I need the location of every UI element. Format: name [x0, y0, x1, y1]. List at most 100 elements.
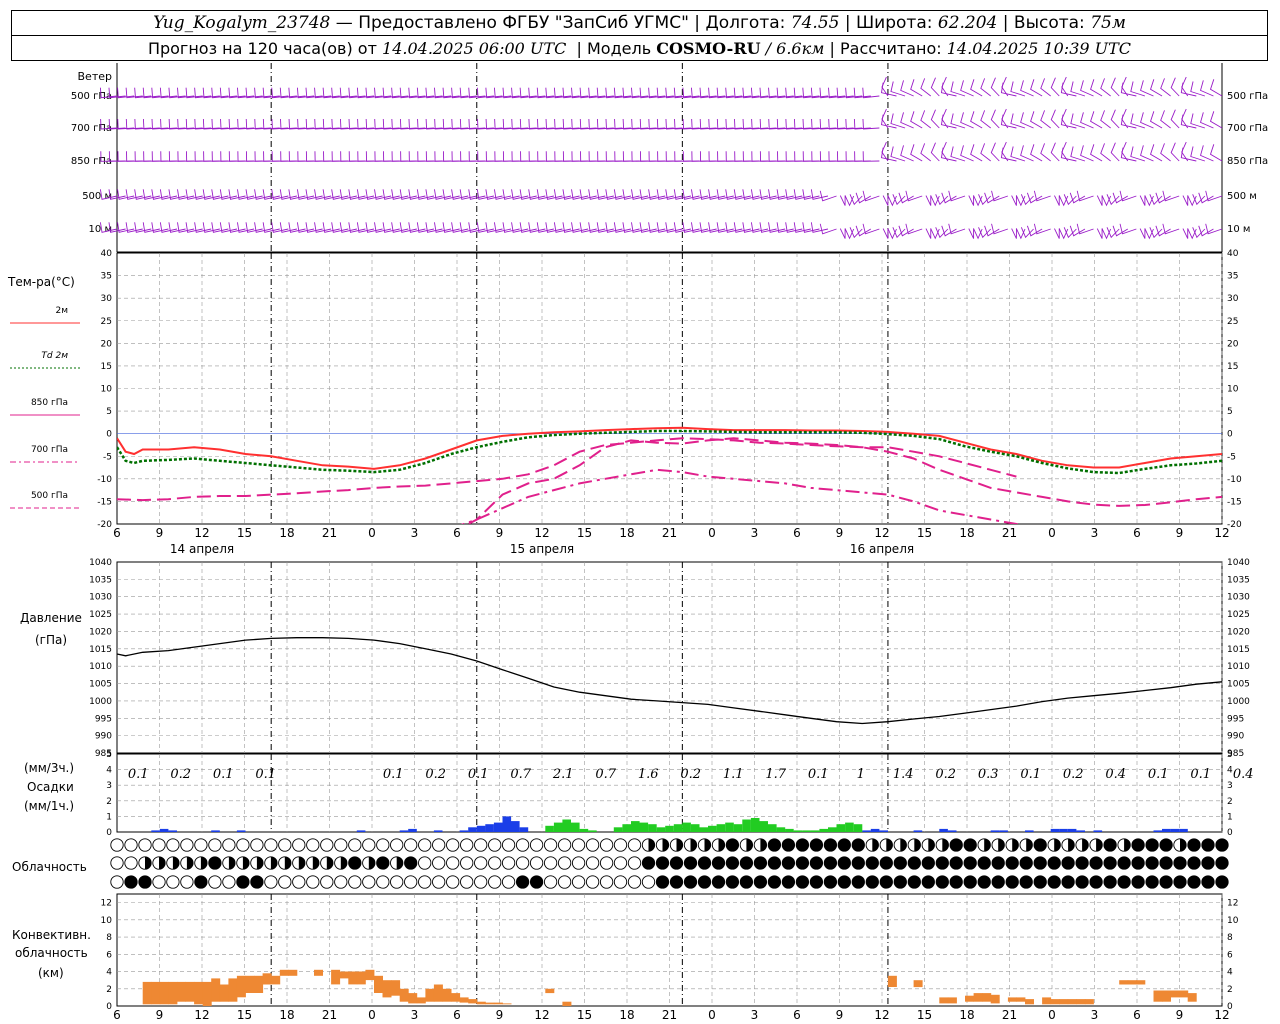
temperature-legend-label: 500 гПа	[31, 491, 68, 501]
cloud-symbol-fill	[1096, 838, 1103, 852]
wind-barb	[920, 143, 932, 162]
cloud-symbol	[1103, 856, 1117, 870]
cloud-symbol	[711, 856, 726, 870]
wind-barb	[708, 222, 726, 233]
wind-barb	[99, 189, 118, 200]
wind-barb	[819, 190, 837, 202]
cloud-symbol	[1019, 875, 1033, 889]
wind-barb	[477, 118, 494, 130]
pressure-ytick-left: 1020	[89, 627, 112, 637]
wind-barb	[1198, 225, 1214, 237]
cloud-symbol	[488, 856, 502, 870]
wind-barb	[613, 222, 632, 233]
wind-barb	[177, 189, 195, 200]
wind-barb	[880, 147, 897, 162]
hour-tick-label: 12	[194, 526, 209, 540]
wind-barb	[930, 109, 940, 129]
wind-barb	[1033, 190, 1051, 202]
precip-bar-green	[631, 821, 640, 832]
hour-tick-label-bottom: 6	[793, 1008, 801, 1022]
wind-barb	[1198, 192, 1214, 204]
cloud-symbol	[250, 875, 264, 889]
precip-bar-green	[579, 828, 589, 832]
wind-barb	[845, 87, 863, 99]
cloud-symbol	[1215, 856, 1229, 870]
wind-barb	[1030, 144, 1043, 162]
cloud-symbol	[823, 875, 838, 889]
wind-barb	[725, 87, 743, 99]
wind-barb	[970, 144, 983, 162]
wind-level-label-right: 10 м	[1227, 224, 1250, 235]
pressure-ytick-right: 1030	[1227, 593, 1250, 603]
cloud-symbol	[613, 838, 628, 852]
cloud-symbol-fill	[1124, 838, 1131, 852]
wind-barb	[117, 151, 135, 162]
wind-barb	[357, 118, 375, 130]
wind-barb	[1000, 82, 1017, 97]
wind-barb	[892, 227, 906, 239]
wind-barb	[203, 151, 220, 162]
wind-barb	[1030, 79, 1043, 97]
wind-barb	[237, 222, 255, 233]
wind-barb	[211, 189, 229, 200]
wind-barb	[511, 151, 529, 162]
cloud-symbol-fill	[704, 838, 711, 852]
cloud-symbol-fill	[396, 856, 403, 870]
wind-barb	[1076, 223, 1094, 235]
precip-3h-sum: 0.1	[128, 767, 149, 782]
precip-bar-blue	[211, 830, 220, 832]
wind-barb	[125, 87, 143, 99]
wind-barb	[1120, 82, 1137, 97]
wind-barb	[777, 151, 794, 162]
wind-barb	[374, 87, 392, 99]
wind-barb	[819, 87, 837, 99]
convective-bar	[202, 981, 212, 1006]
precip-bar-blue	[468, 827, 477, 832]
precip-bar-blue	[485, 824, 494, 832]
convective-ytick-right: 4	[1227, 968, 1233, 978]
wind-barb	[980, 110, 991, 129]
precip-bar-blue	[879, 830, 888, 832]
wind-barb	[159, 87, 178, 99]
wind-barb	[849, 227, 863, 239]
temperature-ytick-left: 10	[101, 385, 113, 395]
cloud-symbol	[1173, 856, 1187, 870]
wind-barb	[836, 87, 854, 99]
cloud-symbol	[208, 856, 222, 870]
wind-barb	[1100, 110, 1111, 129]
wind-barb	[631, 151, 649, 162]
convective-ytick-left: 2	[106, 985, 112, 995]
cloud-symbol-fill	[340, 856, 347, 870]
cloud-symbol	[404, 875, 418, 889]
wind-barb	[493, 189, 512, 200]
cloud-symbol	[1117, 856, 1131, 870]
wind-barb	[288, 189, 306, 200]
wind-barb	[382, 222, 400, 233]
wind-barb	[536, 189, 554, 200]
wind-barb	[1076, 190, 1094, 202]
wind-barb	[622, 87, 640, 99]
wind-barb	[1182, 195, 1189, 206]
wind-barb	[280, 151, 297, 162]
wind-barb	[442, 118, 460, 130]
hour-tick-label: 9	[1176, 526, 1184, 540]
temperature-ytick-right: -5	[1227, 452, 1236, 462]
wind-barb	[511, 222, 529, 233]
wind-barb	[935, 194, 949, 206]
wind-barb	[596, 222, 614, 233]
wind-barb	[941, 192, 957, 204]
cloud-symbol	[180, 875, 194, 889]
wind-barb	[1199, 145, 1214, 162]
wind-barb	[690, 87, 709, 99]
wind-barb	[880, 114, 897, 129]
wind-barb	[920, 78, 932, 97]
wind-barb	[1119, 223, 1137, 235]
cloud-symbol	[166, 838, 180, 852]
wind-barb	[1209, 79, 1223, 97]
wind-barb	[356, 222, 375, 233]
cloud-symbol	[1103, 875, 1117, 889]
date-label: 16 апреля	[850, 542, 914, 556]
wind-barb	[194, 151, 212, 162]
wind-barb	[459, 118, 477, 130]
pressure-ytick-right: 1000	[1227, 697, 1250, 707]
